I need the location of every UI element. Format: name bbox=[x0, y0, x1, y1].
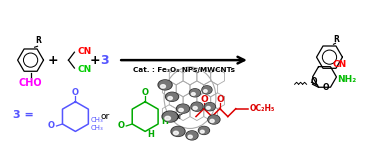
Text: +: + bbox=[90, 54, 101, 67]
Ellipse shape bbox=[206, 106, 210, 109]
Ellipse shape bbox=[187, 132, 197, 139]
Text: H: H bbox=[161, 117, 168, 126]
Text: CH₃: CH₃ bbox=[90, 117, 103, 123]
Text: 3: 3 bbox=[100, 54, 108, 67]
Text: R: R bbox=[333, 35, 339, 44]
Text: R: R bbox=[36, 36, 42, 45]
Text: Cat. : Fe₃O₄ NPs/MWCNTs: Cat. : Fe₃O₄ NPs/MWCNTs bbox=[133, 67, 235, 73]
Ellipse shape bbox=[158, 80, 172, 90]
Ellipse shape bbox=[210, 119, 214, 122]
Ellipse shape bbox=[190, 89, 200, 96]
Text: CHO: CHO bbox=[19, 78, 42, 88]
Text: CN: CN bbox=[77, 65, 91, 74]
Text: O: O bbox=[48, 122, 55, 130]
Text: O: O bbox=[142, 88, 149, 97]
Text: CN: CN bbox=[77, 47, 91, 56]
Text: or: or bbox=[101, 112, 110, 121]
Text: CN: CN bbox=[333, 60, 347, 69]
Ellipse shape bbox=[204, 90, 207, 92]
Text: or: or bbox=[174, 112, 183, 121]
Ellipse shape bbox=[177, 104, 189, 113]
Ellipse shape bbox=[178, 105, 189, 112]
Ellipse shape bbox=[209, 116, 219, 123]
Ellipse shape bbox=[193, 106, 197, 110]
Text: OC₂H₅: OC₂H₅ bbox=[250, 104, 275, 113]
Text: +: + bbox=[47, 54, 58, 67]
Ellipse shape bbox=[203, 86, 211, 93]
Ellipse shape bbox=[205, 103, 215, 110]
Ellipse shape bbox=[179, 108, 183, 112]
Ellipse shape bbox=[171, 126, 185, 136]
Ellipse shape bbox=[189, 89, 200, 97]
Text: 3 =: 3 = bbox=[12, 110, 33, 120]
Text: CH₃: CH₃ bbox=[90, 125, 103, 131]
Ellipse shape bbox=[165, 116, 170, 120]
Ellipse shape bbox=[208, 115, 220, 124]
Text: NH₂: NH₂ bbox=[338, 75, 357, 84]
Text: O: O bbox=[72, 88, 79, 97]
Ellipse shape bbox=[199, 127, 209, 134]
Text: O: O bbox=[118, 122, 125, 130]
Ellipse shape bbox=[186, 131, 198, 140]
Ellipse shape bbox=[167, 93, 178, 100]
Text: O: O bbox=[200, 95, 208, 104]
Ellipse shape bbox=[202, 86, 212, 94]
Text: H: H bbox=[147, 130, 154, 139]
Ellipse shape bbox=[166, 92, 178, 101]
Ellipse shape bbox=[191, 93, 195, 95]
Ellipse shape bbox=[159, 81, 171, 89]
Ellipse shape bbox=[174, 131, 178, 135]
Ellipse shape bbox=[161, 85, 166, 88]
Ellipse shape bbox=[168, 97, 172, 100]
Text: O: O bbox=[322, 83, 329, 92]
Ellipse shape bbox=[163, 112, 177, 121]
Ellipse shape bbox=[200, 130, 204, 133]
Ellipse shape bbox=[204, 103, 215, 111]
Ellipse shape bbox=[192, 103, 202, 110]
Ellipse shape bbox=[188, 135, 192, 138]
Ellipse shape bbox=[198, 126, 209, 134]
Ellipse shape bbox=[162, 111, 178, 122]
Text: O: O bbox=[216, 95, 224, 104]
Text: O: O bbox=[311, 77, 317, 86]
Ellipse shape bbox=[191, 102, 203, 111]
Ellipse shape bbox=[172, 127, 184, 136]
